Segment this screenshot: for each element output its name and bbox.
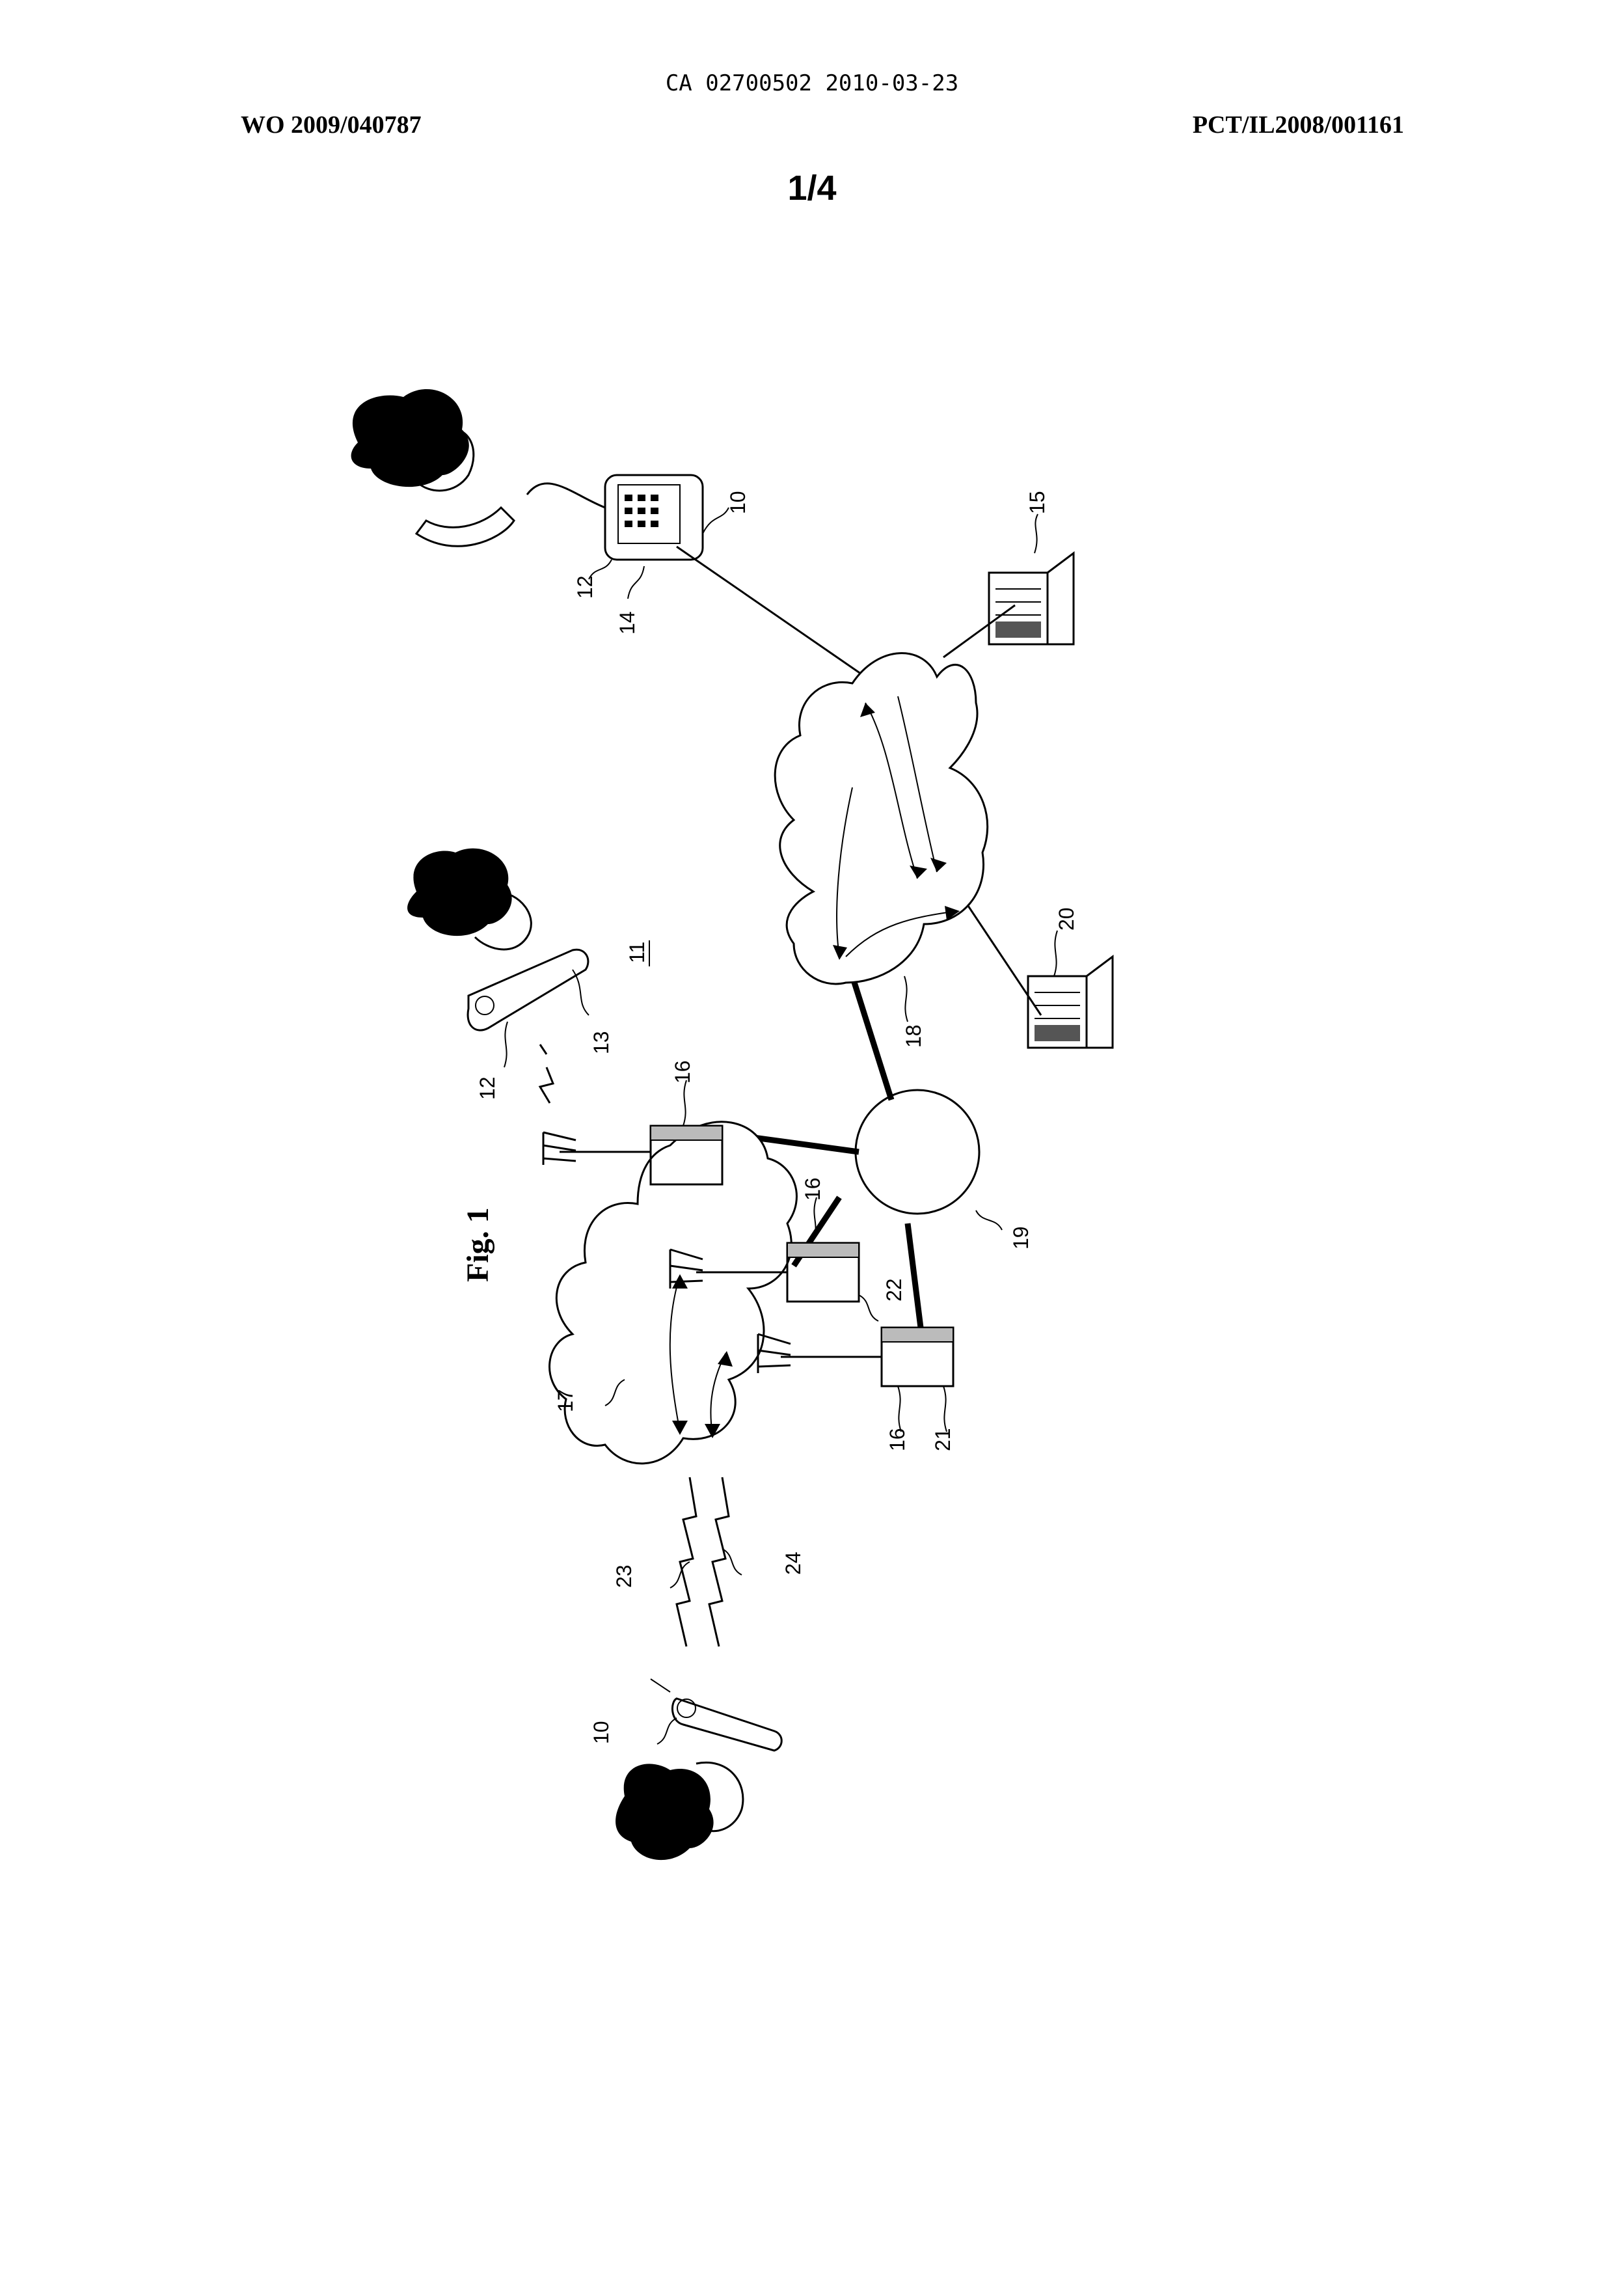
- link-switch-to-bs-low: [908, 1223, 921, 1328]
- switching-center-circle: [856, 1090, 979, 1214]
- ref-16-top: 16: [671, 1060, 694, 1084]
- figure-caption: Fig. 1: [461, 1207, 495, 1282]
- person-head-icon: [616, 1762, 743, 1860]
- ref-15: 15: [1025, 491, 1049, 514]
- mobile-network-cloud: [550, 1122, 797, 1464]
- ref-13: 13: [589, 1031, 613, 1054]
- cell-antenna-icon: [543, 1132, 651, 1165]
- mobile-phone-icon: [651, 1679, 781, 1751]
- server-icon: [1028, 957, 1113, 1048]
- base-station-icon: [787, 1243, 859, 1302]
- cell-antenna-icon: [758, 1334, 882, 1373]
- ref-24: 24: [781, 1551, 805, 1575]
- link-landline-to-pstn: [677, 547, 865, 677]
- reference-numerals: 10 12 14 15 20 18 19 12 13 16 16 22 16 2…: [476, 491, 1078, 1744]
- network-cloud-icon: [775, 653, 988, 984]
- ref-16-mid: 16: [801, 1177, 824, 1201]
- system-label-group: 11: [625, 940, 649, 966]
- ref-18: 18: [902, 1024, 925, 1048]
- ref-23: 23: [612, 1564, 636, 1588]
- ref-16-low: 16: [886, 1428, 909, 1451]
- ref-20: 20: [1055, 907, 1078, 931]
- ref-17: 17: [554, 1389, 577, 1412]
- ref-21: 21: [931, 1428, 954, 1451]
- ref-14: 14: [616, 611, 639, 635]
- link-pstn-to-switch: [852, 976, 891, 1100]
- system-label-11: 11: [625, 942, 649, 963]
- ref-10-mobile: 10: [589, 1721, 613, 1744]
- landline-phone-icon: [416, 475, 703, 560]
- person-head-icon: [351, 389, 474, 491]
- ref-22: 22: [882, 1278, 906, 1302]
- person-head-icon: [407, 849, 531, 949]
- base-station-icon: [882, 1328, 953, 1386]
- mobile-phone-icon: [468, 949, 588, 1030]
- ref-10-landline: 10: [726, 491, 750, 514]
- ref-12-mobile: 12: [476, 1076, 499, 1100]
- ref-19: 19: [1009, 1226, 1033, 1249]
- link-pstn-to-server-20: [963, 898, 1041, 1015]
- ref-12-landline: 12: [573, 575, 597, 599]
- server-icon: [989, 553, 1074, 644]
